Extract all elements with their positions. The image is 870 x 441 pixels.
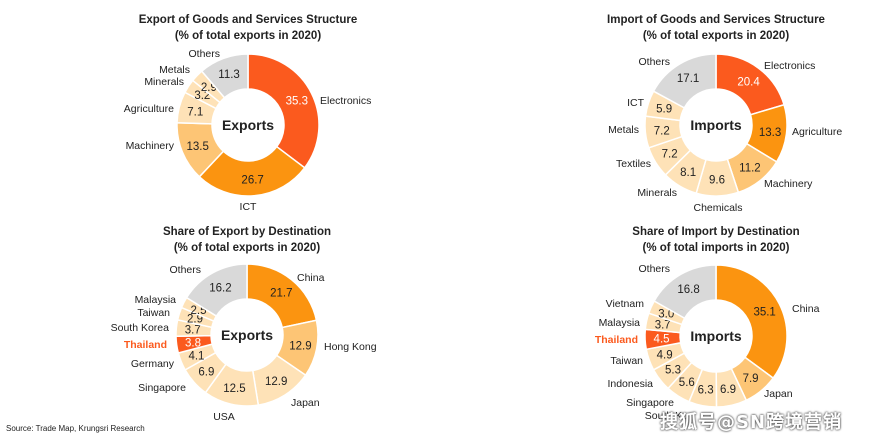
value-label-electronics: 35.3: [286, 96, 308, 108]
category-label-taiwan: Taiwan: [610, 355, 643, 367]
category-label-others: Others: [169, 264, 201, 276]
category-label-singapore: Singapore: [138, 382, 186, 394]
category-label-usa: USA: [213, 411, 235, 423]
value-label-japan: 7.9: [743, 373, 759, 385]
chart-subtitle: (% of total exports in 2020): [175, 30, 322, 42]
value-label-minerals: 8.1: [680, 167, 696, 179]
category-label-hong-kong: Hong Kong: [324, 341, 377, 353]
value-label-unlabeled: 6.9: [720, 384, 736, 396]
chart-title: Import of Goods and Services Structure: [607, 14, 825, 26]
category-label-china: China: [792, 303, 820, 315]
category-label-textiles: Textiles: [616, 158, 651, 170]
value-label-south-korea: 3.7: [185, 325, 201, 337]
center-label: Imports: [690, 328, 742, 344]
value-label-thailand: 4.5: [654, 334, 670, 346]
value-label-taiwan: 4.9: [657, 349, 673, 361]
category-label-south-ko: South Ko: [645, 410, 688, 422]
chart-title: Share of Import by Destination: [632, 226, 799, 238]
category-label-thailand: Thailand: [595, 334, 638, 346]
center-label: Imports: [690, 117, 742, 133]
value-label-singapore: 5.6: [679, 377, 695, 389]
category-label-thailand: Thailand: [124, 339, 167, 351]
category-label-minerals: Minerals: [144, 76, 184, 88]
value-label-china: 35.1: [753, 306, 775, 318]
value-label-agriculture: 13.3: [759, 127, 781, 139]
value-label-minerals: 3.2: [194, 90, 210, 102]
source-note: Source: Trade Map, Krungsri Research: [6, 424, 145, 433]
value-label-others: 11.3: [218, 69, 240, 81]
value-label-usa: 12.5: [223, 383, 245, 395]
category-label-agriculture: Agriculture: [124, 103, 174, 115]
category-label-electronics: Electronics: [764, 60, 815, 72]
value-label-others: 16.2: [209, 282, 231, 294]
value-label-others: 16.8: [677, 284, 699, 296]
category-label-singapore: Singapore: [626, 397, 674, 409]
value-label-japan: 12.9: [265, 376, 287, 388]
category-label-south-korea: South Korea: [111, 322, 170, 334]
category-label-japan: Japan: [291, 397, 320, 409]
slice-others: [652, 53, 717, 109]
category-label-indonesia: Indonesia: [607, 378, 653, 390]
center-label: Exports: [222, 117, 274, 133]
value-label-machinery: 13.5: [186, 141, 208, 153]
value-label-metals: 7.2: [654, 125, 670, 137]
category-label-ict: ICT: [240, 201, 258, 213]
slice-others: [653, 264, 717, 320]
value-label-textiles: 7.2: [662, 149, 678, 161]
category-label-japan: Japan: [764, 388, 793, 400]
category-label-others: Others: [638, 56, 670, 68]
category-label-china: China: [297, 272, 325, 284]
value-label-thailand: 3.8: [185, 337, 201, 349]
value-label-china: 21.7: [270, 288, 292, 300]
chart-title: Share of Export by Destination: [163, 226, 331, 238]
chart-subtitle: (% of total exports in 2020): [174, 242, 321, 254]
category-label-others: Others: [638, 263, 670, 275]
value-label-others: 17.1: [677, 73, 699, 85]
value-label-vietnam: 3.0: [658, 309, 674, 321]
slice-others: [200, 53, 249, 99]
slice-china: [715, 264, 788, 380]
value-label-indonesia: 5.3: [665, 365, 681, 377]
category-label-metals: Metals: [608, 124, 639, 136]
category-label-others: Others: [188, 48, 220, 60]
value-label-taiwan: 2.9: [187, 314, 203, 326]
category-label-malaysia: Malaysia: [599, 317, 641, 329]
category-label-taiwan: Taiwan: [137, 307, 170, 319]
value-label-malaysia: 3.7: [655, 320, 671, 332]
center-label: Exports: [221, 327, 273, 343]
value-label-ict: 5.9: [656, 103, 672, 115]
slice-electronics: [247, 53, 320, 169]
value-label-machinery: 11.2: [739, 163, 761, 175]
category-label-malaysia: Malaysia: [135, 294, 177, 306]
category-label-vietnam: Vietnam: [606, 298, 645, 310]
value-label-hong-kong: 12.9: [289, 341, 311, 353]
category-label-agriculture: Agriculture: [792, 126, 842, 138]
category-label-ict: ICT: [627, 97, 645, 109]
chart-title: Export of Goods and Services Structure: [139, 14, 358, 26]
value-label-germany: 4.1: [188, 350, 204, 362]
category-label-metals: Metals: [159, 64, 190, 76]
slice-others: [185, 263, 248, 318]
chart-subtitle: (% of total exports in 2020): [643, 30, 790, 42]
category-label-chemicals: Chemicals: [693, 202, 742, 214]
value-label-south-ko: 6.3: [698, 385, 714, 397]
value-label-chemicals: 9.6: [709, 174, 725, 186]
category-label-machinery: Machinery: [764, 178, 813, 190]
category-label-machinery: Machinery: [126, 140, 175, 152]
value-label-agriculture: 7.1: [187, 106, 203, 118]
value-label-singapore: 6.9: [198, 366, 214, 378]
category-label-germany: Germany: [131, 358, 175, 370]
category-label-electronics: Electronics: [320, 95, 371, 107]
category-label-minerals: Minerals: [637, 187, 677, 199]
value-label-ict: 26.7: [241, 174, 263, 186]
value-label-electronics: 20.4: [737, 76, 760, 88]
chart-subtitle: (% of total imports in 2020): [643, 242, 790, 254]
watermark: 搜狐号@SN跨境营销: [660, 412, 843, 433]
